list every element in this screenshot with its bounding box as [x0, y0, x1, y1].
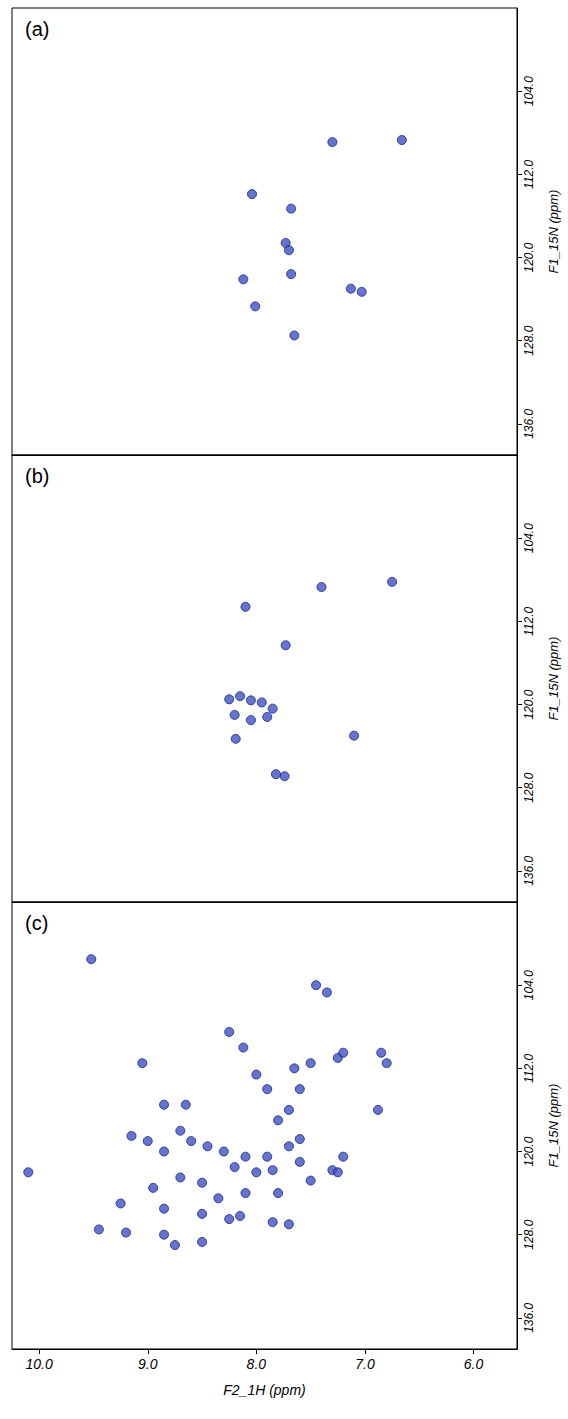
svg-text:F1_15N (ppm): F1_15N (ppm): [546, 637, 561, 721]
svg-text:F1_15N (ppm): F1_15N (ppm): [546, 1084, 561, 1168]
svg-text:F1_15N (ppm): F1_15N (ppm): [546, 190, 561, 274]
svg-text:10.0: 10.0: [26, 1356, 53, 1372]
svg-text:136.0: 136.0: [522, 855, 536, 885]
svg-text:128.0: 128.0: [522, 1219, 536, 1249]
svg-text:120.0: 120.0: [522, 242, 536, 272]
svg-text:112.0: 112.0: [522, 1053, 536, 1082]
svg-text:(a): (a): [25, 18, 49, 40]
svg-text:9.0: 9.0: [138, 1356, 158, 1372]
svg-text:128.0: 128.0: [522, 772, 536, 802]
svg-text:136.0: 136.0: [522, 1302, 536, 1332]
svg-text:120.0: 120.0: [522, 689, 536, 719]
svg-text:112.0: 112.0: [522, 159, 536, 188]
svg-text:(c): (c): [25, 912, 48, 934]
svg-text:(b): (b): [25, 465, 49, 487]
svg-text:6.0: 6.0: [464, 1356, 484, 1372]
svg-text:7.0: 7.0: [355, 1356, 375, 1372]
svg-text:8.0: 8.0: [247, 1356, 267, 1372]
svg-text:F2_1H (ppm): F2_1H (ppm): [223, 1382, 305, 1398]
svg-text:120.0: 120.0: [522, 1136, 536, 1166]
svg-text:104.0: 104.0: [522, 76, 536, 106]
svg-text:136.0: 136.0: [522, 408, 536, 438]
svg-text:112.0: 112.0: [522, 606, 536, 635]
svg-text:104.0: 104.0: [522, 523, 536, 553]
svg-text:128.0: 128.0: [522, 325, 536, 355]
svg-text:104.0: 104.0: [522, 970, 536, 1000]
